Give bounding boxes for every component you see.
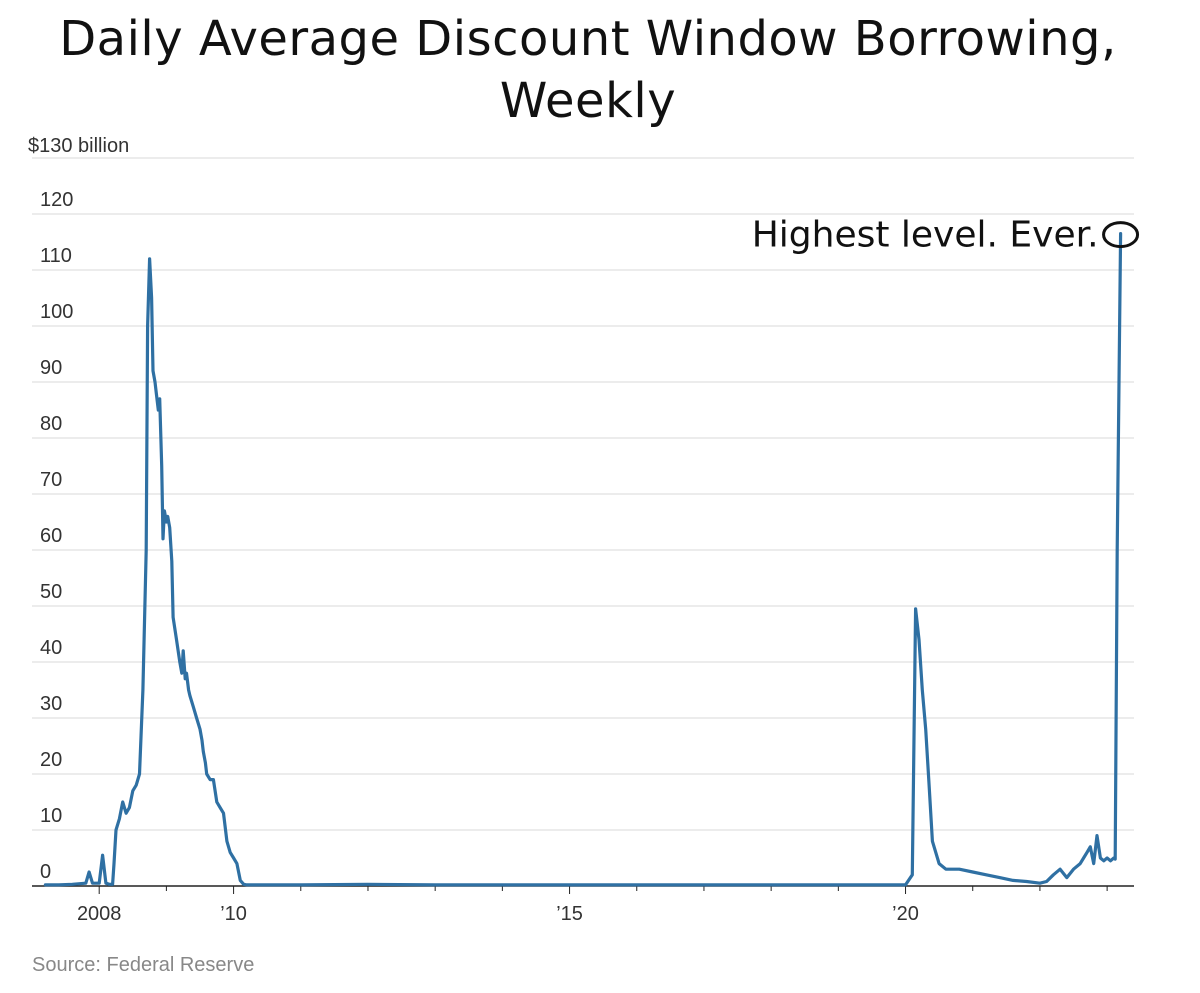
y-tick-label-60: 60 xyxy=(40,525,62,547)
annotation-text: Highest level. Ever. xyxy=(752,215,1099,256)
x-tick-label-2020: ’20 xyxy=(892,903,919,925)
source-note: Source: Federal Reserve xyxy=(32,954,255,976)
y-tick-label-110: 110 xyxy=(40,245,72,267)
y-tick-label-0: 0 xyxy=(40,861,51,883)
y-tick-label-50: 50 xyxy=(40,581,62,603)
y-tick-label-10: 10 xyxy=(40,805,62,827)
y-tick-label-70: 70 xyxy=(40,469,62,491)
chart-title: Daily Average Discount Window Borrowing,… xyxy=(59,11,1117,129)
y-tick-label-30: 30 xyxy=(40,693,62,715)
y-tick-label-90: 90 xyxy=(40,357,62,379)
y-tick-label-120: 120 xyxy=(40,189,73,211)
y-tick-label-40: 40 xyxy=(40,637,62,659)
y-tick-label-80: 80 xyxy=(40,413,62,435)
x-axis: 2008 ’10 ’15 ’20 xyxy=(32,885,1134,925)
annotation-circle xyxy=(1102,221,1140,249)
y-axis-unit-label: $130 billion xyxy=(28,135,129,157)
series-line xyxy=(43,232,1123,887)
y-tick-label-100: 100 xyxy=(40,301,73,323)
x-tick-label-2008: 2008 xyxy=(77,903,122,925)
x-tick-label-2010: ’10 xyxy=(220,903,247,925)
y-tick-label-20: 20 xyxy=(40,749,62,771)
x-tick-label-2015: ’15 xyxy=(556,903,583,925)
gridlines xyxy=(32,157,1134,831)
